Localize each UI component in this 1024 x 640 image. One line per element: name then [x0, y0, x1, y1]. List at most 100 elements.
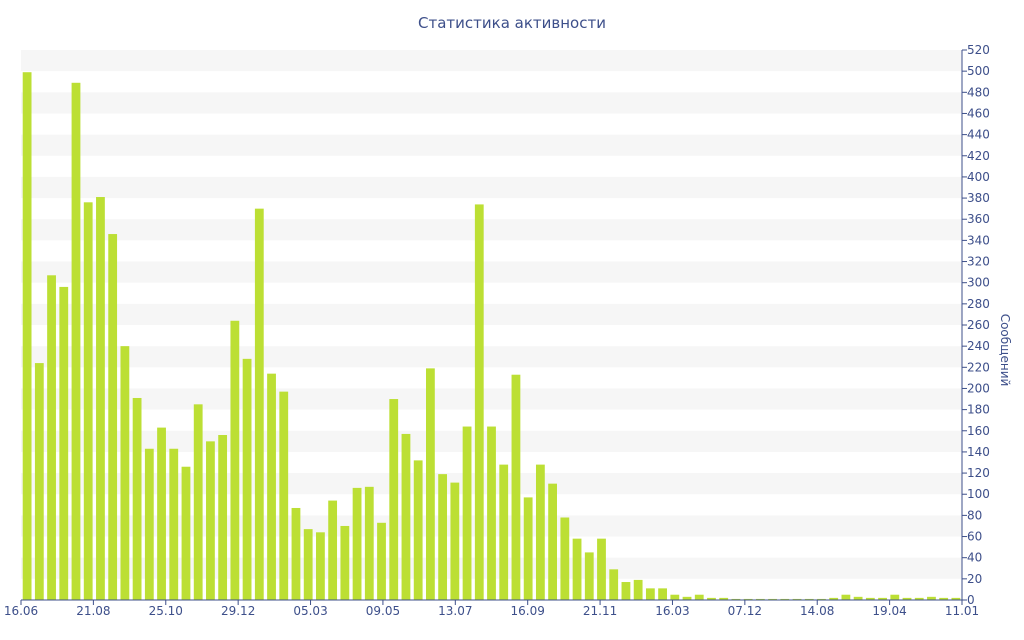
x-tick-label: 16.03	[655, 604, 689, 618]
bar[interactable]	[499, 464, 509, 600]
bar[interactable]	[633, 579, 643, 600]
y-tick-label: 0	[967, 593, 975, 607]
x-tick-label: 11.01	[945, 604, 979, 618]
bar[interactable]	[71, 82, 81, 601]
bar[interactable]	[181, 466, 191, 600]
bar[interactable]	[621, 582, 631, 600]
bar[interactable]	[548, 483, 557, 600]
y-tick-label: 20	[967, 572, 982, 586]
grid-band	[21, 50, 962, 72]
bar[interactable]	[658, 588, 667, 600]
bar[interactable]	[303, 529, 313, 600]
bar[interactable]	[853, 596, 863, 600]
bar[interactable]	[743, 598, 753, 600]
y-tick-label: 400	[967, 170, 990, 184]
bar[interactable]	[572, 538, 582, 600]
bar[interactable]	[218, 435, 228, 600]
bar[interactable]	[951, 597, 961, 600]
bar[interactable]	[670, 594, 680, 600]
grid-band	[21, 92, 962, 114]
bar[interactable]	[450, 482, 460, 600]
chart-title: Статистика активности	[418, 14, 606, 32]
bar[interactable]	[609, 569, 619, 600]
x-tick-label: 07.12	[728, 604, 762, 618]
bar[interactable]	[829, 597, 839, 600]
bar[interactable]	[560, 517, 570, 601]
bar[interactable]	[193, 404, 203, 600]
grid-band	[21, 388, 962, 410]
bar[interactable]	[340, 525, 350, 600]
bar[interactable]	[426, 368, 435, 600]
bar[interactable]	[144, 448, 154, 600]
bar[interactable]	[22, 72, 32, 600]
x-tick-label: 21.11	[583, 604, 617, 618]
x-tick-label: 14.08	[800, 604, 834, 618]
bar[interactable]	[817, 598, 826, 600]
bar[interactable]	[694, 594, 704, 600]
y-tick-label: 220	[967, 360, 990, 374]
bar[interactable]	[364, 486, 374, 600]
bar[interactable]	[927, 596, 936, 600]
bar[interactable]	[755, 598, 765, 600]
bar[interactable]	[804, 598, 814, 600]
bar[interactable]	[535, 464, 545, 600]
bar[interactable]	[731, 598, 741, 600]
bar[interactable]	[474, 204, 484, 601]
x-tick-label: 25.10	[149, 604, 183, 618]
bar[interactable]	[682, 596, 692, 600]
bar[interactable]	[242, 358, 252, 600]
bar[interactable]	[597, 538, 606, 600]
bar[interactable]	[157, 427, 166, 600]
bar[interactable]	[328, 500, 338, 600]
bar[interactable]	[169, 448, 179, 600]
bar[interactable]	[59, 286, 69, 600]
bar[interactable]	[267, 373, 276, 600]
x-tick-label: 19.04	[872, 604, 906, 618]
y-tick-label: 300	[967, 276, 990, 290]
bar[interactable]	[902, 597, 912, 600]
bar[interactable]	[645, 588, 655, 600]
bar[interactable]	[719, 597, 729, 600]
bar[interactable]	[389, 399, 399, 600]
bar[interactable]	[120, 346, 130, 600]
bar[interactable]	[254, 208, 264, 600]
bar[interactable]	[34, 363, 44, 600]
bar[interactable]	[279, 391, 289, 600]
bar[interactable]	[865, 597, 875, 600]
bar[interactable]	[462, 426, 472, 600]
bar[interactable]	[523, 497, 533, 600]
bar[interactable]	[291, 507, 301, 600]
bar[interactable]	[878, 597, 887, 600]
bar[interactable]	[780, 598, 790, 600]
bar[interactable]	[377, 522, 386, 600]
bar[interactable]	[413, 460, 423, 600]
bar[interactable]	[108, 234, 118, 601]
bar[interactable]	[792, 598, 802, 600]
x-tick-label: 05.03	[293, 604, 327, 618]
grid-band	[21, 176, 962, 199]
bar[interactable]	[939, 597, 949, 600]
bar[interactable]	[890, 594, 900, 600]
x-tick-label: 13.07	[438, 604, 472, 618]
bar[interactable]	[511, 374, 521, 600]
bar[interactable]	[914, 597, 924, 600]
bar[interactable]	[487, 426, 496, 600]
y-tick-label: 60	[967, 530, 982, 544]
bar[interactable]	[768, 598, 777, 600]
bar[interactable]	[707, 597, 716, 600]
bar[interactable]	[584, 552, 594, 600]
bar[interactable]	[438, 474, 448, 600]
bar[interactable]	[83, 202, 93, 600]
bar[interactable]	[316, 532, 325, 600]
bar[interactable]	[47, 275, 56, 600]
y-tick-label: 280	[967, 297, 990, 311]
bar[interactable]	[352, 487, 362, 600]
bar[interactable]	[96, 197, 105, 600]
bar[interactable]	[230, 320, 240, 600]
y-tick-label: 140	[967, 445, 990, 459]
bar[interactable]	[132, 397, 142, 600]
x-tick-label: 16.06	[4, 604, 38, 618]
bar[interactable]	[206, 441, 215, 600]
bar[interactable]	[401, 433, 411, 600]
bar[interactable]	[841, 594, 851, 600]
